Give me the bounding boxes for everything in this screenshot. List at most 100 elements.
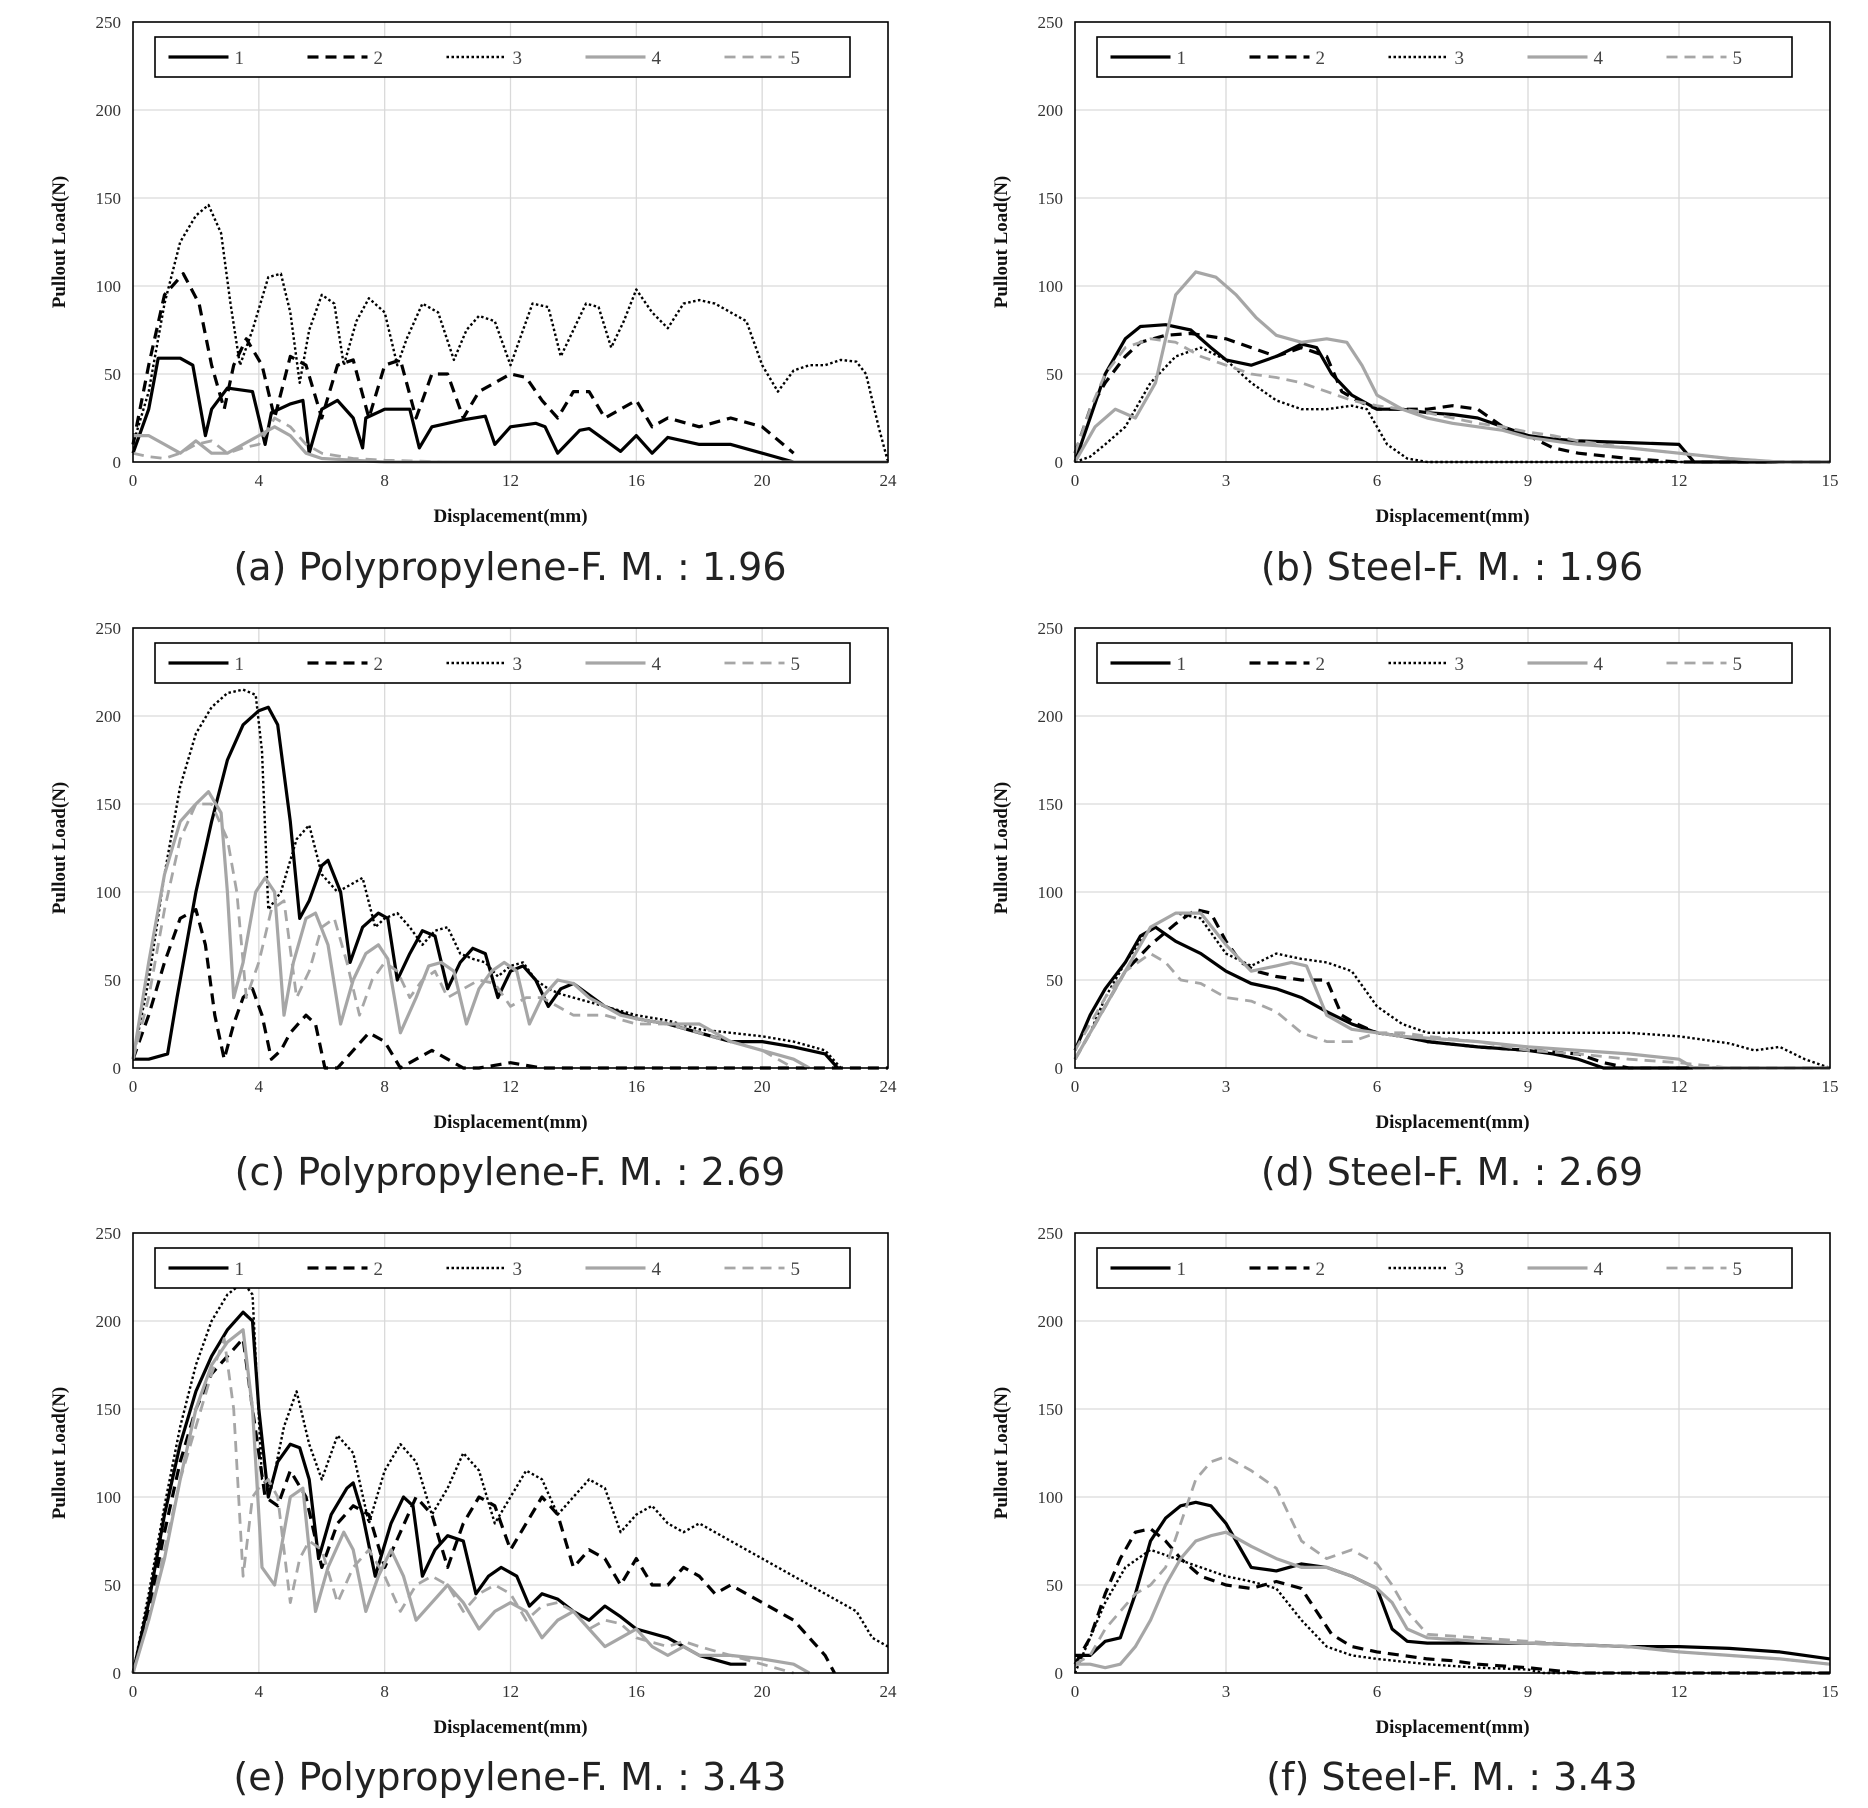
panel-caption: (e) Polypropylene-F. M. : 3.43 (233, 1755, 786, 1799)
legend-label-4: 4 (1594, 48, 1604, 69)
panel-caption: (b) Steel-F. M. : 1.96 (1261, 545, 1643, 589)
legend-label-3: 3 (513, 48, 523, 69)
y-tick-label: 100 (1038, 1488, 1064, 1507)
panel-caption: (a) Polypropylene-F. M. : 1.96 (233, 545, 786, 589)
y-tick-label: 250 (96, 619, 122, 638)
x-tick-label: 20 (754, 1077, 771, 1096)
y-tick-label: 0 (113, 1059, 122, 1078)
y-tick-label: 200 (96, 707, 122, 726)
x-tick-label: 15 (1822, 471, 1839, 490)
y-tick-label: 250 (1038, 619, 1064, 638)
x-axis-title: Displacement(mm) (433, 1112, 587, 1133)
series-line-1 (1073, 925, 1830, 1070)
y-axis-title: Pullout Load(N) (991, 1387, 1012, 1520)
x-tick-label: 0 (1071, 1077, 1080, 1096)
legend-label-3: 3 (1455, 48, 1465, 69)
x-tick-label: 24 (880, 471, 898, 490)
x-axis-title: Displacement(mm) (1375, 506, 1529, 527)
legend-label-2: 2 (374, 654, 384, 675)
x-tick-label: 0 (129, 471, 138, 490)
legend-label-1: 1 (1177, 48, 1187, 69)
series-line-1 (1073, 323, 1830, 464)
series-line-4 (131, 790, 811, 1070)
legend-label-3: 3 (513, 1259, 523, 1280)
x-axis-title: Displacement(mm) (433, 1717, 587, 1738)
legend-label-3: 3 (1455, 1259, 1465, 1280)
x-tick-label: 12 (1671, 1682, 1688, 1701)
x-tick-label: 0 (129, 1682, 138, 1701)
y-tick-label: 0 (113, 453, 122, 472)
plot-area-border (132, 1232, 889, 1674)
y-tick-label: 100 (96, 883, 122, 902)
series-line-1 (133, 705, 839, 1070)
series-line-1 (131, 1310, 747, 1674)
series-line-2 (1073, 331, 1830, 464)
y-tick-label: 150 (1038, 189, 1064, 208)
legend-label-3: 3 (1455, 654, 1465, 675)
legend-label-1: 1 (1177, 654, 1187, 675)
x-tick-label: 12 (502, 1682, 519, 1701)
x-tick-label: 3 (1222, 1682, 1231, 1701)
y-tick-label: 200 (1038, 101, 1064, 120)
y-tick-label: 50 (1046, 971, 1063, 990)
legend-label-2: 2 (1316, 1259, 1326, 1280)
series-line-5 (1073, 952, 1830, 1070)
x-tick-label: 3 (1222, 1077, 1231, 1096)
series-line-5 (131, 1337, 794, 1675)
y-tick-label: 150 (96, 795, 122, 814)
x-tick-label: 12 (502, 1077, 519, 1096)
x-tick-label: 9 (1524, 471, 1533, 490)
legend-label-5: 5 (1733, 1259, 1743, 1280)
x-tick-label: 16 (628, 1682, 645, 1701)
series-line-3 (131, 1281, 889, 1674)
x-tick-label: 0 (1071, 1682, 1080, 1701)
x-tick-label: 8 (380, 1682, 389, 1701)
y-tick-label: 200 (96, 1312, 122, 1331)
x-tick-label: 6 (1373, 1077, 1382, 1096)
x-tick-label: 4 (255, 471, 264, 490)
legend-label-1: 1 (235, 1259, 245, 1280)
x-tick-label: 20 (754, 471, 771, 490)
y-tick-label: 50 (104, 1576, 121, 1595)
series-line-3 (131, 203, 890, 463)
legend-label-2: 2 (374, 48, 384, 69)
chart-panel-4: 0 4 8 12 16 20 24050100150200250Displacement(m… (49, 1224, 897, 1799)
x-axis-title: Displacement(mm) (1375, 1717, 1529, 1738)
y-tick-label: 0 (1055, 453, 1064, 472)
chart-panel-0: 0 4 8 12 16 20 24050100150200250Displacement(m… (49, 13, 897, 589)
y-axis-title: Pullout Load(N) (49, 1387, 70, 1520)
legend-label-3: 3 (513, 654, 523, 675)
x-tick-label: 9 (1524, 1682, 1533, 1701)
y-tick-label: 50 (1046, 1576, 1063, 1595)
y-tick-label: 200 (1038, 707, 1064, 726)
legend: 1 2 3 4 5 (154, 1247, 851, 1289)
panel-caption: (c) Polypropylene-F. M. : 2.69 (235, 1150, 786, 1194)
y-tick-label: 100 (96, 1488, 122, 1507)
y-tick-label: 100 (96, 277, 122, 296)
y-tick-label: 250 (1038, 13, 1064, 32)
y-tick-label: 150 (1038, 1400, 1064, 1419)
y-tick-label: 0 (1055, 1059, 1064, 1078)
y-tick-label: 150 (1038, 795, 1064, 814)
y-tick-label: 0 (1055, 1664, 1064, 1683)
plot-area-border (132, 627, 889, 1069)
chart-panel-3: 0 3 6 9 12 15050100150200250Displacement(mm)P… (991, 619, 1839, 1194)
legend-label-5: 5 (791, 48, 801, 69)
x-tick-label: 6 (1373, 1682, 1382, 1701)
x-tick-label: 15 (1822, 1682, 1839, 1701)
series-line-2 (131, 272, 795, 455)
x-axis-title: Displacement(mm) (1375, 1112, 1529, 1133)
y-tick-label: 50 (104, 971, 121, 990)
legend-label-5: 5 (791, 654, 801, 675)
legend: 1 2 3 4 5 (1096, 1247, 1793, 1289)
x-tick-label: 0 (129, 1077, 138, 1096)
legend-label-4: 4 (652, 48, 662, 69)
x-tick-label: 6 (1373, 471, 1382, 490)
x-tick-label: 3 (1222, 471, 1231, 490)
x-tick-label: 16 (628, 1077, 645, 1096)
x-tick-label: 9 (1524, 1077, 1533, 1096)
x-tick-label: 24 (880, 1682, 898, 1701)
x-tick-label: 12 (1671, 1077, 1688, 1096)
x-tick-label: 12 (1671, 471, 1688, 490)
series-line-3 (131, 688, 842, 1069)
